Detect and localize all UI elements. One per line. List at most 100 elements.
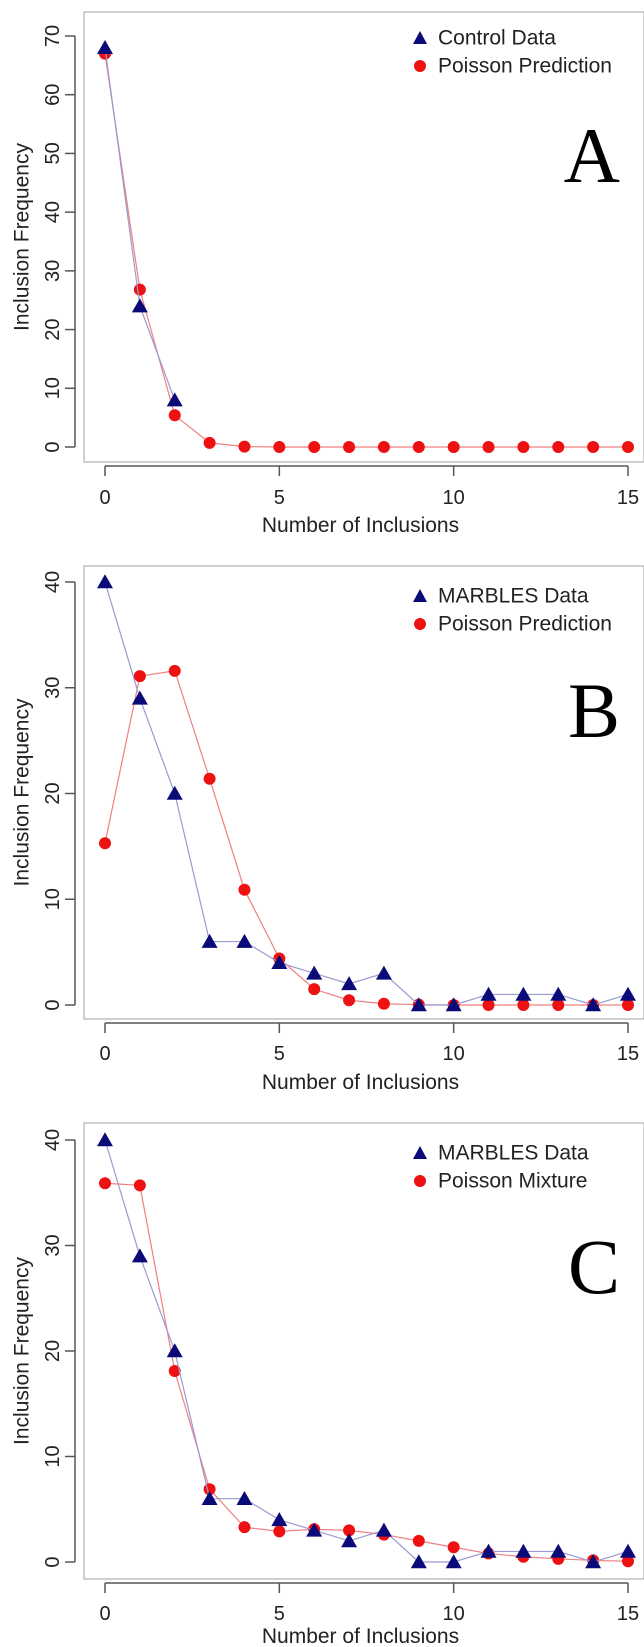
data-point-triangle [410,997,427,1012]
data-point-triangle [236,1491,253,1505]
data-point-circle [377,997,390,1010]
data-point-circle [168,664,181,677]
data-point-triangle [97,574,113,589]
legend-label: Poisson Prediction [438,55,612,78]
data-point-circle [622,999,634,1011]
y-tick-label: 50 [42,142,64,164]
y-tick-label: 40 [42,571,64,593]
series-line [104,1182,629,1562]
y-tick-label: 10 [42,377,64,399]
panel-letter: B [568,667,620,754]
data-point-triangle [131,298,148,313]
plot-frame [83,565,644,1020]
panel-letter: C [568,1223,620,1310]
series-line [104,670,628,1006]
data-point-circle [203,772,216,785]
x-tick-label: 0 [99,487,110,509]
data-point-triangle [166,1343,183,1358]
series-observed [97,40,183,407]
data-point-circle [343,994,356,1007]
legend-label: Control Data [438,27,556,50]
legend-label: Poisson Prediction [438,613,612,636]
y-tick-label: 70 [42,25,64,47]
data-point-circle [412,441,425,453]
plot-frame [83,1122,644,1580]
data-point-circle [482,999,495,1011]
x-tick-label: 10 [443,487,465,509]
data-point-triangle [271,1512,288,1527]
legend-circle-icon [414,1175,426,1187]
data-point-circle [447,1541,460,1554]
data-point-triangle [201,933,218,948]
series-line [104,1139,629,1563]
y-axis-title: Inclusion Frequency [11,143,34,331]
x-tick-label: 15 [617,1603,639,1625]
data-point-circle [168,1365,181,1378]
series-observed [97,1132,636,1569]
x-tick-label: 5 [274,1043,285,1065]
data-point-triangle [306,1522,323,1537]
data-point-circle [99,837,111,850]
data-point-circle [587,441,600,453]
legend-label: MARBLES Data [438,585,589,608]
data-point-circle [273,441,286,453]
data-point-triangle [97,40,113,55]
data-point-triangle [271,955,288,969]
data-point-triangle [550,1543,567,1558]
y-tick-label: 10 [42,888,64,910]
y-tick-label: 40 [42,1129,64,1151]
data-point-triangle [410,1554,427,1569]
series-predicted [99,664,634,1011]
data-point-triangle [341,1533,358,1548]
data-point-triangle [480,986,497,1001]
data-point-circle [622,441,634,453]
data-point-circle [517,441,530,453]
x-axis-title: Number of Inclusions [262,514,459,537]
x-tick-label: 15 [617,1043,639,1065]
data-point-circle [343,441,356,453]
data-point-triangle [585,1554,602,1569]
x-tick-label: 5 [274,487,285,509]
y-tick-label: 0 [42,441,64,452]
data-point-circle [482,441,495,453]
legend-triangle-icon [413,589,427,602]
legend: Control Data Poisson Prediction [413,27,612,78]
data-point-circle [552,441,565,453]
y-tick-label: 60 [42,84,64,106]
y-axis-title: Inclusion Frequency [11,698,34,886]
data-point-circle [133,670,146,683]
legend: MARBLES Data Poisson Mixture [413,1142,589,1193]
series-observed [97,574,636,1012]
legend: MARBLES Data Poisson Prediction [413,585,612,636]
data-point-circle [133,1179,146,1192]
y-tick-label: 0 [42,999,64,1010]
x-axis-title: Number of Inclusions [262,1071,459,1094]
plot-frame [83,11,644,463]
data-point-circle [273,1525,286,1538]
data-point-triangle [306,965,323,980]
legend-triangle-icon [413,31,427,44]
data-point-triangle [375,965,392,980]
data-point-triangle [550,986,567,1001]
data-point-circle [622,1555,634,1568]
x-tick-label: 15 [617,487,639,509]
series-line [104,47,176,401]
x-tick-label: 10 [443,1043,465,1065]
data-point-triangle [515,986,532,1001]
data-point-circle [238,883,251,896]
data-point-triangle [515,1543,532,1558]
data-point-circle [99,1177,111,1190]
data-point-triangle [445,1554,462,1569]
panel-letter: A [564,112,620,199]
legend-label: MARBLES Data [438,1142,589,1165]
y-tick-label: 30 [42,260,64,282]
data-point-circle [238,1521,251,1534]
data-point-triangle [620,1543,636,1558]
data-point-circle [308,441,321,453]
legend-circle-icon [414,60,426,72]
y-tick-label: 10 [42,1445,64,1467]
x-tick-label: 0 [99,1603,110,1625]
data-point-circle [133,283,146,296]
series-line [104,53,628,448]
